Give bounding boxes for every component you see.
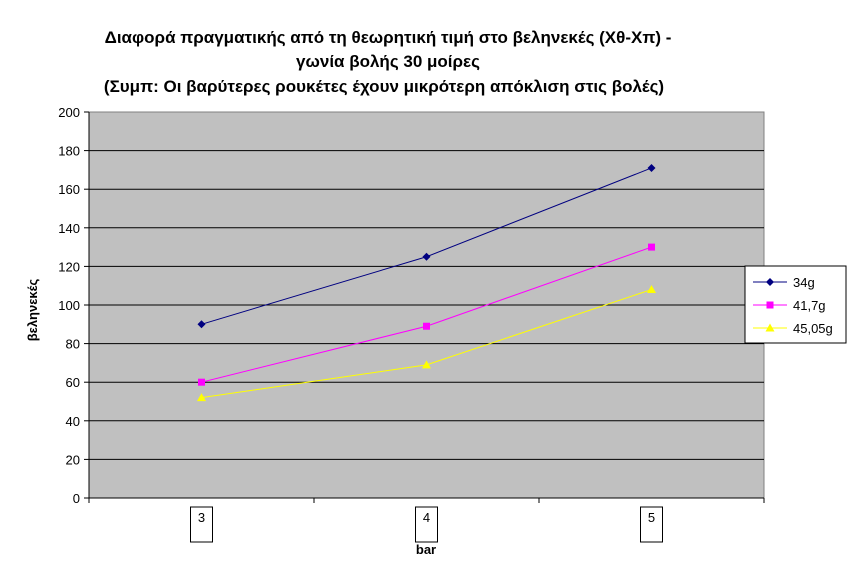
- data-point: [423, 322, 430, 330]
- series-34g: [197, 163, 656, 329]
- y-tick-label: 60: [66, 375, 80, 390]
- x-tick-label-box: [190, 506, 213, 543]
- x-tick-label: 3: [198, 510, 205, 525]
- y-tick-label: 40: [66, 414, 80, 429]
- legend-marker: [766, 301, 774, 309]
- series-layer: [197, 163, 656, 402]
- data-point: [198, 378, 205, 386]
- y-tick-label: 180: [58, 144, 80, 159]
- legend-item: 41,7g: [753, 298, 826, 313]
- y-axis-ticks: 0 20 40 60 80 100 120 140 160 180 200: [58, 105, 90, 506]
- legend-marker: [766, 278, 774, 286]
- data-point: [647, 285, 656, 294]
- legend-item: 45,05g: [753, 321, 833, 336]
- y-tick-label: 160: [58, 182, 80, 197]
- x-axis-ticks: 3 4 5: [88, 497, 765, 543]
- x-tick-label-box: [640, 506, 663, 543]
- data-point: [648, 243, 655, 251]
- legend-marker: [765, 323, 775, 332]
- series-45,05g: [197, 285, 656, 402]
- legend: 34g 41,7g 45,05g: [744, 265, 847, 344]
- legend-label: 41,7g: [793, 298, 826, 313]
- legend-label: 45,05g: [793, 321, 833, 336]
- series-41,7g: [198, 243, 655, 386]
- y-tick-label: 0: [73, 491, 80, 506]
- chart-title-line-1: Διαφορά πραγματικής από τη θεωρητική τιμ…: [105, 28, 672, 47]
- y-axis-label: βεληνεκές: [25, 278, 40, 341]
- legend-label: 34g: [793, 275, 815, 290]
- chart-title-line-3: (Συμπ: Οι βαρύτερες ρουκέτες έχουν μικρό…: [104, 77, 664, 96]
- data-point: [647, 163, 656, 172]
- data-point: [197, 393, 206, 402]
- y-tick-label: 100: [58, 298, 80, 313]
- legend-item: 34g: [753, 275, 815, 290]
- data-point: [422, 360, 431, 369]
- x-tick-label: 4: [423, 510, 430, 525]
- y-tick-label: 200: [58, 105, 80, 120]
- y-tick-label: 20: [66, 452, 80, 467]
- x-tick-label: 5: [648, 510, 655, 525]
- chart-title: Διαφορά πραγματικής από τη θεωρητική τιμ…: [104, 28, 671, 96]
- data-point: [422, 252, 431, 261]
- y-tick-label: 140: [58, 221, 80, 236]
- x-tick-label-box: [415, 506, 438, 543]
- data-point: [197, 320, 206, 329]
- y-tick-label: 80: [66, 337, 80, 352]
- x-axis-label: bar: [416, 542, 436, 557]
- chart-title-line-2: γωνία βολής 30 μοίρες: [296, 52, 480, 71]
- y-tick-label: 120: [58, 259, 80, 274]
- gridlines: [89, 150, 764, 460]
